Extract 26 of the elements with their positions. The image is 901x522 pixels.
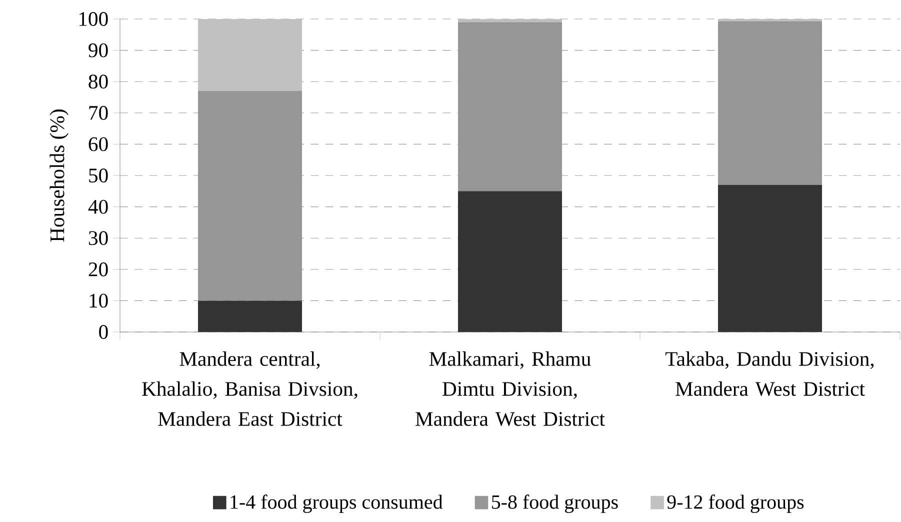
- y-tick-label: 80: [88, 74, 108, 89]
- y-tick-label: 60: [88, 137, 108, 152]
- legend-label: 1-4 food groups consumed: [230, 494, 443, 513]
- y-tick-label: 40: [88, 200, 108, 214]
- bar: [458, 22, 562, 192]
- y-tick-label: 0: [99, 325, 108, 339]
- x-tick-label: Malkamari, Rhamu Dimtu Division, Mandera West District: [416, 351, 605, 426]
- y-tick-label: 30: [88, 231, 108, 246]
- y-tick-label: 20: [88, 262, 108, 276]
- bar: [198, 90, 302, 301]
- y-tick-label: 70: [89, 106, 108, 120]
- bar: [718, 184, 822, 332]
- y-tick-label: 100: [79, 12, 108, 26]
- bar: [458, 19, 562, 22]
- y-tick-label: 50: [89, 168, 108, 182]
- legend-label: 9-12 food groups: [667, 494, 804, 513]
- y-axis-title: Households (%): [50, 110, 68, 242]
- legend-label: 5-8 food groups: [492, 494, 618, 513]
- bar: [718, 21, 822, 185]
- y-tick-label: 10: [90, 294, 108, 308]
- x-tick-label: Mandera central, Khalalio, Banisa Divsion, Mandera East District: [142, 351, 358, 426]
- bar: [198, 300, 302, 332]
- y-tick-label: 90: [88, 43, 108, 58]
- x-tick-label: Takaba, Dandu Division, Mandera West District: [665, 351, 874, 396]
- bar: [458, 191, 562, 332]
- bar: [198, 19, 302, 91]
